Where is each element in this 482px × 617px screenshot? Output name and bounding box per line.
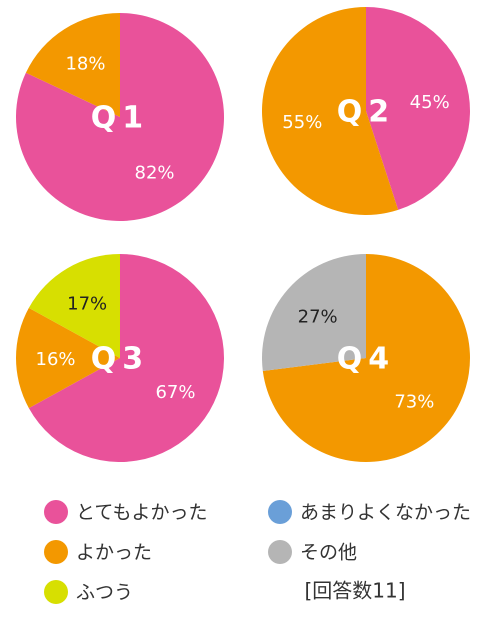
legend-swatch: [44, 540, 68, 564]
slice-label: 27%: [298, 306, 338, 327]
slice-label: 55%: [282, 112, 322, 133]
legend-label: よかった: [76, 542, 152, 564]
slice-label: 17%: [67, 293, 107, 314]
slice-label: 16%: [36, 349, 76, 370]
pie-slice: [261, 254, 366, 372]
legend-label: ふつう: [76, 582, 133, 604]
slice-label: 82%: [135, 162, 175, 183]
pie-title: Q4: [337, 342, 395, 377]
legend-swatch: [44, 580, 68, 604]
legend-swatch: [268, 540, 292, 564]
legend-label: その他: [300, 542, 357, 564]
legend-swatch: [268, 500, 292, 524]
legend-swatch: [44, 500, 68, 524]
pie-slice: [262, 254, 470, 462]
pie-title: Q1: [91, 101, 149, 136]
legend-label: あまりよくなかった: [300, 502, 471, 524]
slice-label: 67%: [155, 382, 195, 403]
slice-label: 18%: [65, 54, 105, 75]
pie-title: Q2: [337, 95, 395, 130]
pie-slice: [28, 254, 120, 358]
pie-slice: [366, 7, 471, 210]
pie-slice: [28, 254, 224, 462]
slice-label: 73%: [394, 392, 434, 413]
pie-title: Q3: [91, 342, 149, 377]
pie-slice: [25, 13, 120, 117]
response-count: [回答数11]: [304, 579, 405, 603]
pie-slice: [262, 7, 399, 215]
pie-slice: [16, 307, 120, 409]
slice-label: 45%: [410, 92, 450, 113]
legend-label: とてもよかった: [76, 502, 207, 524]
